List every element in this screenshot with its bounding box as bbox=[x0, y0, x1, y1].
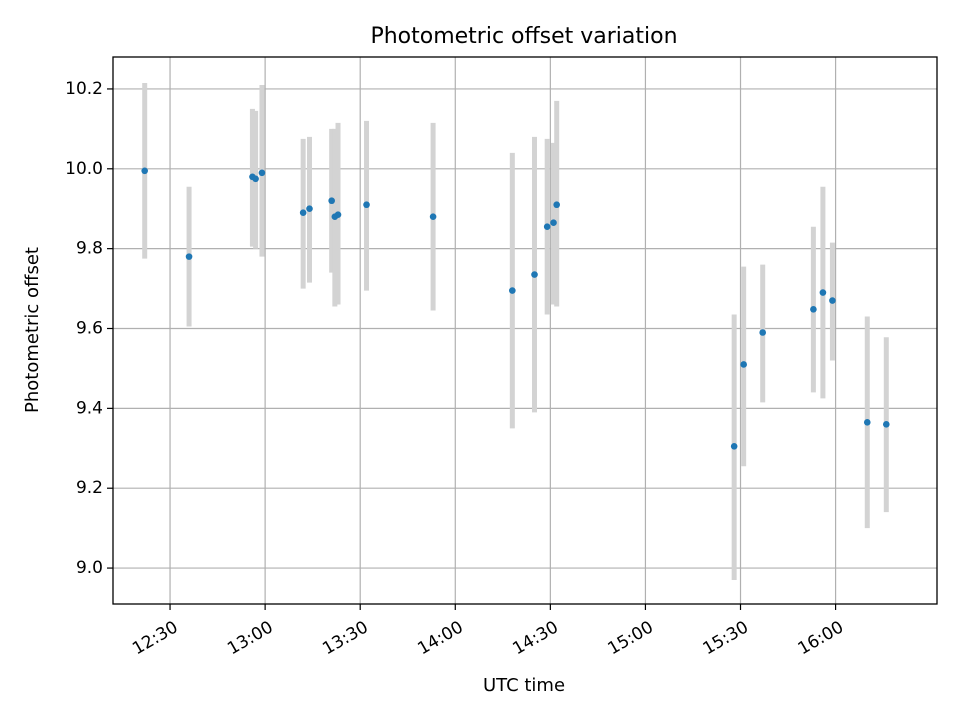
data-point bbox=[829, 297, 836, 304]
y-tick-label: 9.0 bbox=[76, 558, 103, 578]
data-point bbox=[550, 219, 557, 226]
data-point bbox=[810, 306, 817, 313]
x-tick-label: 15:30 bbox=[700, 617, 752, 659]
y-tick-label: 9.6 bbox=[76, 319, 103, 339]
x-tick-label: 12:30 bbox=[129, 617, 181, 659]
y-tick-label: 9.8 bbox=[76, 239, 103, 259]
x-tick-label: 16:00 bbox=[795, 617, 847, 659]
data-point bbox=[252, 175, 259, 183]
data-point bbox=[740, 361, 747, 368]
data-point bbox=[882, 421, 890, 428]
x-tick-label: 14:00 bbox=[414, 617, 466, 659]
data-point bbox=[328, 197, 335, 205]
data-point bbox=[299, 209, 307, 217]
y-tick-label: 10.2 bbox=[65, 79, 103, 99]
grid-lines bbox=[113, 57, 937, 604]
data-point bbox=[553, 201, 560, 209]
data-point bbox=[509, 287, 516, 294]
data-point bbox=[429, 213, 437, 221]
data-point bbox=[531, 271, 538, 278]
x-tick-label: 13:00 bbox=[224, 617, 276, 659]
data-point bbox=[730, 442, 738, 450]
error-bars bbox=[142, 82, 889, 581]
x-tick-label: 14:30 bbox=[509, 617, 561, 659]
data-point bbox=[863, 419, 871, 426]
y-tick-label: 9.4 bbox=[76, 398, 103, 418]
plot-frame bbox=[112, 56, 938, 605]
y-tick-label: 9.2 bbox=[76, 478, 103, 498]
x-tick-label: 15:00 bbox=[604, 617, 656, 659]
data-point bbox=[334, 211, 342, 219]
data-point bbox=[185, 253, 193, 260]
x-tick-label: 13:30 bbox=[319, 617, 371, 659]
data-point bbox=[363, 201, 370, 209]
data-points bbox=[141, 167, 890, 450]
y-axis-label: Photometric offset bbox=[22, 247, 43, 413]
chart-title: Photometric offset variation bbox=[370, 24, 677, 49]
x-axis-ticks: 12:30 13:00 13:30 14:00 14:30 15:00 15:30 16:00 bbox=[129, 604, 847, 659]
y-axis-ticks: 9.0 9.2 9.4 9.6 9.8 10.0 10.2 bbox=[65, 79, 113, 578]
x-axis-label: UTC time bbox=[483, 675, 565, 696]
data-point bbox=[819, 289, 827, 296]
y-tick-label: 10.0 bbox=[65, 159, 103, 179]
data-point bbox=[258, 169, 266, 177]
data-point bbox=[543, 223, 551, 230]
data-point bbox=[306, 205, 313, 213]
data-point bbox=[759, 329, 766, 336]
data-point bbox=[141, 167, 148, 175]
